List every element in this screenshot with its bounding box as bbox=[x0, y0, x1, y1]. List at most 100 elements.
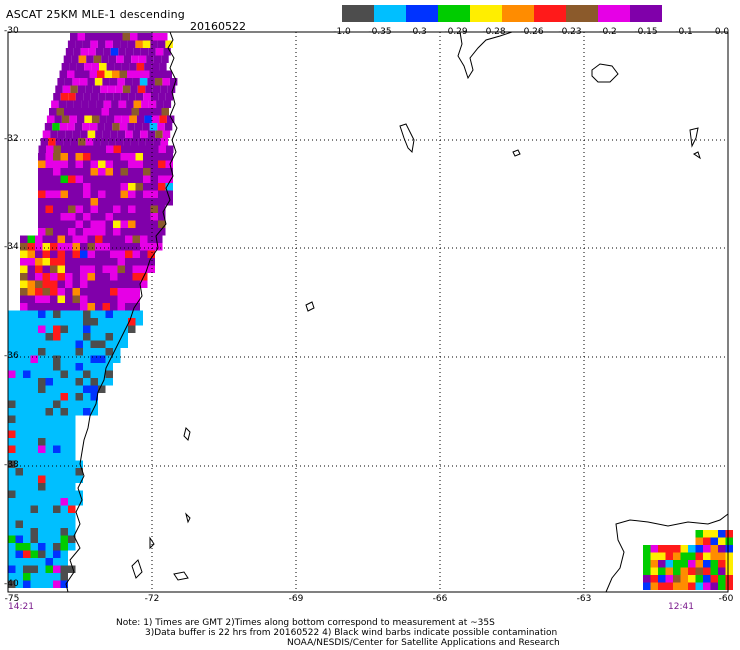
data-pixel bbox=[60, 228, 68, 236]
data-pixel bbox=[20, 295, 28, 303]
data-pixel bbox=[87, 258, 95, 266]
data-pixel bbox=[60, 370, 68, 378]
data-pixel bbox=[8, 415, 16, 423]
data-pixel bbox=[120, 228, 128, 236]
data-pixel bbox=[30, 453, 38, 461]
lat-label: -38 bbox=[4, 460, 19, 470]
data-pixel bbox=[143, 190, 151, 198]
data-pixel bbox=[20, 303, 28, 311]
data-pixel bbox=[83, 183, 91, 191]
data-pixel bbox=[23, 423, 31, 431]
data-pixel bbox=[45, 490, 53, 498]
data-pixel bbox=[98, 348, 106, 356]
data-pixel bbox=[132, 273, 140, 281]
data-pixel bbox=[53, 430, 61, 438]
data-pixel bbox=[45, 430, 53, 438]
data-pixel bbox=[147, 250, 155, 258]
data-pixel bbox=[42, 258, 50, 266]
data-pixel bbox=[86, 55, 94, 63]
data-pixel bbox=[110, 243, 118, 251]
data-pixel bbox=[65, 243, 73, 251]
data-pixel bbox=[90, 205, 98, 213]
data-pixel bbox=[72, 130, 81, 138]
data-pixel bbox=[87, 250, 95, 258]
data-pixel bbox=[8, 535, 16, 543]
data-pixel bbox=[94, 108, 102, 116]
data-pixel bbox=[113, 175, 121, 183]
data-pixel bbox=[117, 280, 125, 288]
data-pixel bbox=[53, 363, 61, 371]
data-pixel bbox=[116, 55, 124, 63]
data-pixel bbox=[53, 190, 61, 198]
data-pixel bbox=[658, 582, 666, 590]
data-pixel bbox=[61, 63, 70, 71]
data-pixel bbox=[45, 198, 53, 206]
data-pixel bbox=[90, 400, 98, 408]
data-pixel bbox=[161, 108, 169, 116]
data-pixel bbox=[27, 273, 35, 281]
data-pixel bbox=[68, 430, 76, 438]
data-pixel bbox=[53, 160, 61, 168]
data-pixel bbox=[98, 228, 106, 236]
data-pixel bbox=[15, 490, 23, 498]
data-pixel bbox=[141, 100, 149, 108]
data-pixel bbox=[45, 520, 53, 528]
data-pixel bbox=[150, 168, 158, 176]
data-pixel bbox=[95, 295, 103, 303]
data-pixel bbox=[129, 115, 137, 123]
data-pixel bbox=[75, 190, 83, 198]
data-pixel bbox=[132, 243, 140, 251]
data-pixel bbox=[105, 168, 113, 176]
data-pixel bbox=[42, 243, 50, 251]
data-pixel bbox=[38, 573, 46, 581]
data-pixel bbox=[135, 160, 143, 168]
data-pixel bbox=[38, 430, 46, 438]
data-pixel bbox=[8, 355, 16, 363]
data-pixel bbox=[117, 78, 125, 86]
data-pixel bbox=[38, 168, 46, 176]
data-pixel bbox=[128, 168, 136, 176]
lon-label: -66 bbox=[432, 594, 448, 604]
lon-label: -69 bbox=[288, 594, 304, 604]
data-pixel bbox=[104, 123, 113, 131]
data-pixel bbox=[665, 545, 673, 553]
data-pixel bbox=[98, 213, 106, 221]
data-pixel bbox=[643, 560, 651, 568]
data-pixel bbox=[132, 303, 140, 311]
data-pixel bbox=[38, 183, 46, 191]
data-pixel bbox=[38, 310, 46, 318]
data-pixel bbox=[8, 340, 16, 348]
data-pixel bbox=[98, 333, 106, 341]
data-pixel bbox=[45, 385, 53, 393]
data-pixel bbox=[8, 550, 16, 558]
data-pixel bbox=[50, 280, 58, 288]
data-pixel bbox=[15, 340, 23, 348]
data-pixel bbox=[60, 175, 68, 183]
data-pixel bbox=[8, 370, 16, 378]
note-line-3: NOAA/NESDIS/Center for Satellite Applica… bbox=[287, 638, 560, 648]
data-pixel bbox=[23, 415, 31, 423]
data-pixel bbox=[113, 340, 121, 348]
data-pixel bbox=[165, 40, 173, 48]
data-pixel bbox=[35, 258, 43, 266]
data-pixel bbox=[68, 483, 76, 491]
data-pixel bbox=[8, 408, 16, 416]
data-pixel bbox=[113, 198, 121, 206]
data-pixel bbox=[38, 160, 46, 168]
data-pixel bbox=[30, 393, 38, 401]
data-pixel bbox=[105, 333, 113, 341]
data-pixel bbox=[113, 348, 121, 356]
data-pixel bbox=[688, 567, 696, 575]
data-pixel bbox=[90, 318, 98, 326]
data-pixel bbox=[30, 333, 38, 341]
data-pixel bbox=[98, 378, 106, 386]
data-pixel bbox=[90, 160, 98, 168]
data-pixel bbox=[30, 550, 38, 558]
data-pixel bbox=[105, 310, 113, 318]
data-pixel bbox=[118, 48, 126, 56]
data-pixel bbox=[60, 160, 68, 168]
data-pixel bbox=[75, 385, 83, 393]
data-pixel bbox=[160, 138, 169, 146]
data-pixel bbox=[128, 205, 136, 213]
